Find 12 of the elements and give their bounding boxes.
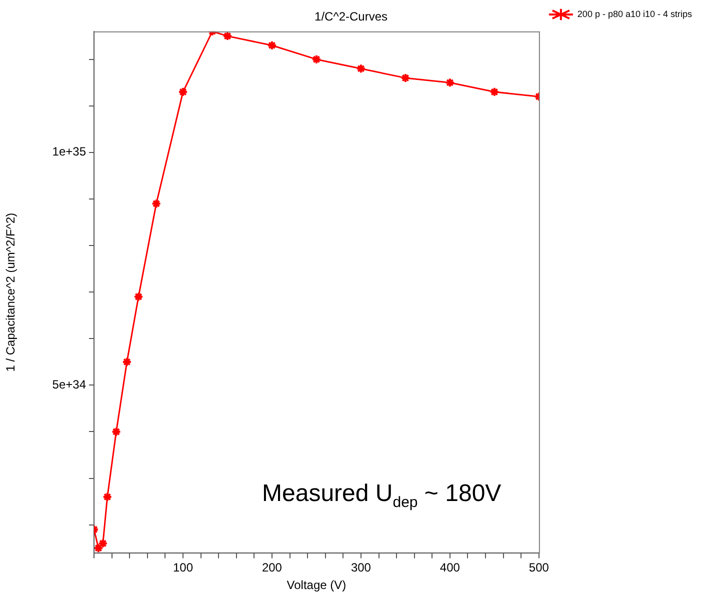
x-tick-label: 300: [350, 560, 372, 575]
chart-title: 1/C^2-Curves: [314, 10, 388, 24]
y-axis-title: 1 / Capacitance^2 (um^2/F^2): [4, 212, 18, 372]
y-tick-label: 5e+34: [52, 377, 86, 392]
x-tick-label: 400: [440, 560, 460, 575]
y-tick-label: 1e+35: [52, 144, 86, 159]
legend-label: 200 p - p80 a10 i10 - 4 strips: [577, 8, 692, 19]
x-tick-label: 100: [172, 560, 194, 575]
x-tick-label: 200: [262, 560, 282, 575]
x-axis-title: Voltage (V): [286, 578, 346, 592]
x-tick-label: 500: [528, 560, 550, 575]
annotation: Measured U$_{dep}$ ~ 180V: [262, 480, 502, 511]
